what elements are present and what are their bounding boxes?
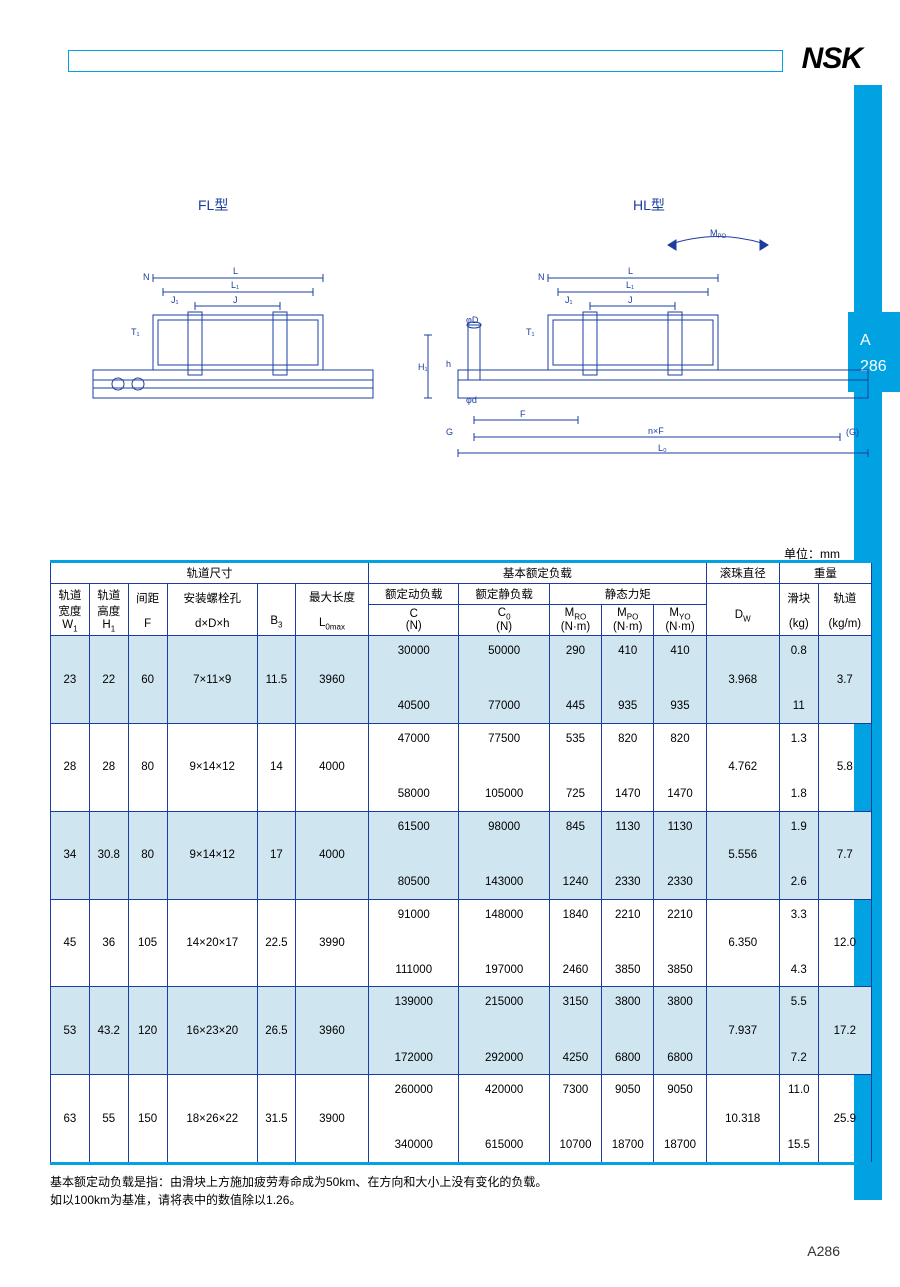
svg-text:N: N (143, 272, 150, 282)
col-c: C(N) (369, 605, 459, 636)
table-body: 2322607×11×911.5396030000405005000077000… (51, 636, 872, 1164)
svg-text:φd: φd (466, 395, 477, 405)
col-mro: MRO(N·m) (549, 605, 601, 636)
col-rail: 轨道(kg/m) (818, 584, 871, 636)
svg-text:T₁: T₁ (131, 327, 140, 337)
col-w1: 轨道宽度W1 (51, 584, 90, 636)
brand-logo: NSK (802, 42, 862, 76)
table-row: 2322607×11×911.5396030000405005000077000… (51, 636, 872, 724)
col-myo: MYO(N·m) (654, 605, 706, 636)
svg-text:T₁: T₁ (526, 327, 535, 337)
col-block: 滑块(kg) (779, 584, 818, 636)
col-dw: DW (706, 584, 779, 636)
svg-text:G: G (446, 427, 453, 437)
group-header-weight: 重量 (779, 562, 871, 584)
svg-text:h: h (446, 359, 451, 369)
svg-text:J₁: J₁ (565, 295, 573, 305)
svg-text:J: J (233, 295, 238, 305)
technical-diagrams: FL型 HL型 L L₁ J J₁ (68, 160, 868, 460)
group-header-ball-dia: 滚珠直径 (706, 562, 779, 584)
table-header: 轨道尺寸 基本额定负载 滚珠直径 重量 轨道宽度W1 轨道高度H1 间距F 安装… (51, 562, 872, 636)
col-f: 间距F (128, 584, 167, 636)
col-c0-h: 额定静负载 (459, 584, 549, 605)
svg-text:J₁: J₁ (171, 295, 179, 305)
col-c-h: 额定动负载 (369, 584, 459, 605)
col-b3: B3 (257, 584, 295, 636)
table-row: 5343.212016×23×2026.53960139000172000215… (51, 987, 872, 1075)
col-lmax: 最大长度L0max (295, 584, 368, 636)
col-mpo: MPO(N·m) (602, 605, 654, 636)
footnote-2: 如以100km为基准，请将表中的数值除以1.26。 (50, 1191, 547, 1209)
footnotes: 基本额定动负载是指：由滑块上方施加疲劳寿命成为50km、在方向和大小上没有变化的… (50, 1173, 547, 1209)
svg-text:F: F (520, 409, 526, 419)
table-row: 3430.8809×14×121740006150080500980001430… (51, 811, 872, 899)
group-header-load: 基本额定负载 (369, 562, 707, 584)
svg-text:φD: φD (466, 315, 479, 325)
col-moment-h: 静态力矩 (549, 584, 706, 605)
col-c0: C0(N) (459, 605, 549, 636)
footnote-1: 基本额定动负载是指：由滑块上方施加疲劳寿命成为50km、在方向和大小上没有变化的… (50, 1173, 547, 1191)
col-h1: 轨道高度H1 (89, 584, 128, 636)
svg-text:L₁: L₁ (626, 280, 634, 290)
svg-text:L: L (233, 266, 238, 276)
svg-text:L₀: L₀ (658, 443, 667, 453)
table-row: 2828809×14×12144000470005800077500105000… (51, 724, 872, 812)
svg-text:H₁: H₁ (418, 362, 428, 372)
fl-diagram: L L₁ J J₁ N T₁ (83, 260, 383, 430)
svg-text:J: J (628, 295, 633, 305)
diagram-left-label: FL型 (198, 195, 228, 215)
svg-text:L: L (628, 266, 633, 276)
table-row: 453610514×20×1722.5399091000111000148000… (51, 899, 872, 987)
svg-text:n×F: n×F (648, 426, 664, 436)
hl-diagram: MPO L L₁ J J₁ N T₁ H₁ h φD φd G F n×F (G… (398, 225, 878, 465)
diagram-right-label: HL型 (633, 195, 665, 215)
group-header-rail-dim: 轨道尺寸 (51, 562, 369, 584)
svg-text:(G): (G) (846, 427, 859, 437)
svg-text:N: N (538, 272, 545, 282)
svg-text:L₁: L₁ (231, 280, 239, 290)
spec-table: 轨道尺寸 基本额定负载 滚珠直径 重量 轨道宽度W1 轨道高度H1 间距F 安装… (50, 560, 872, 1165)
page-number: A286 (807, 1243, 840, 1259)
col-dDh: 安装螺栓孔d×D×h (167, 584, 257, 636)
header-rule (68, 50, 783, 72)
svg-text:MPO: MPO (710, 228, 727, 240)
table-row: 635515018×26×2231.5390026000034000042000… (51, 1075, 872, 1164)
